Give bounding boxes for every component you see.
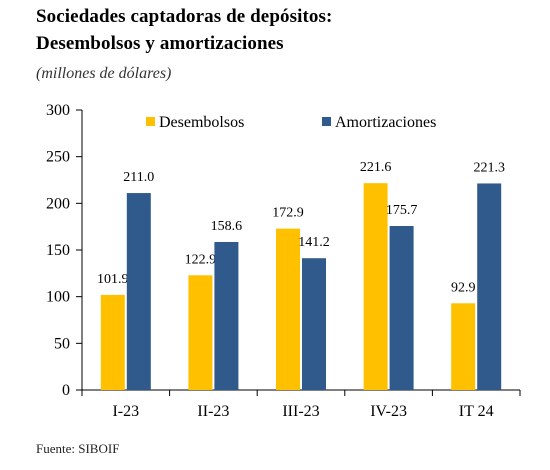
data-label: 122.9 [185,252,217,267]
chart-subtitle: (millones de dólares) [36,65,172,82]
y-tick-label: 300 [46,102,70,119]
data-label: 221.3 [473,160,505,175]
x-tick-label: I-23 [112,403,139,420]
data-label: 221.6 [360,160,392,175]
x-tick-label: IV-23 [370,403,407,420]
y-tick-label: 250 [46,149,70,166]
bar-amortizaciones [389,226,414,390]
data-label: 101.9 [97,272,129,287]
legend-swatch-amortizaciones [322,117,331,126]
x-tick-label: IT 24 [459,403,494,420]
legend-label: Amortizaciones [335,114,436,131]
bar-desembolsos [100,294,125,390]
data-label: 141.2 [298,235,330,250]
legend-swatch-desembolsos [146,117,155,126]
bar-desembolsos [451,303,476,390]
bar-desembolsos [276,228,300,390]
bar-amortizaciones [126,193,151,390]
legend-label: Desembolsos [159,114,244,131]
data-label: 158.6 [211,219,243,234]
x-tick-label: III-23 [282,403,319,420]
data-label: 211.0 [123,170,154,185]
y-tick-label: 50 [54,335,70,352]
data-label: 92.9 [451,280,476,295]
chart-title-line1: Sociedades captadoras de depósitos: [36,6,333,27]
y-tick-label: 100 [46,289,70,306]
source-note: Fuente: SIBOIF [36,441,120,456]
bar-amortizaciones [214,241,239,390]
bar-amortizaciones [477,183,502,390]
y-tick-label: 200 [46,195,70,212]
data-label: 175.7 [386,203,418,218]
x-tick-label: II-23 [197,403,229,420]
bar-amortizaciones [302,258,326,390]
y-tick-label: 0 [62,382,70,399]
bar-desembolsos [188,275,213,390]
chart-title-line2: Desembolsos y amortizaciones [36,33,284,54]
bar-desembolsos [363,183,388,390]
data-label: 172.9 [272,206,304,221]
y-tick-label: 150 [46,242,70,259]
